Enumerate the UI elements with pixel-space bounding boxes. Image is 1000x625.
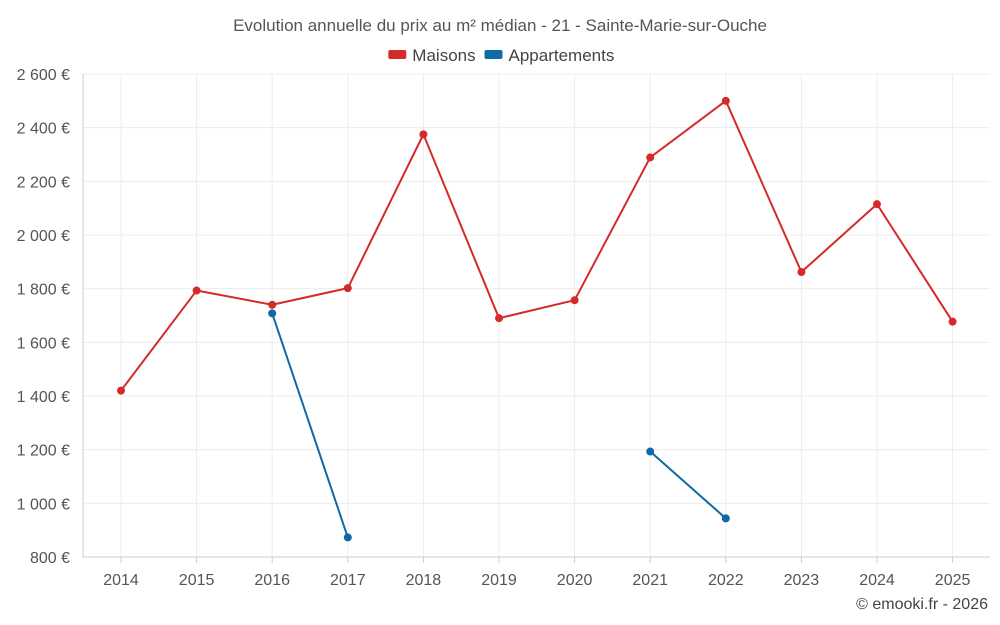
series-line-maisons — [120, 99, 954, 392]
data-point-maisons[interactable] — [495, 314, 503, 323]
legend: Maisons Appartements — [388, 46, 614, 65]
x-tick-label: 2017 — [330, 572, 366, 589]
data-point-maisons[interactable] — [873, 200, 881, 209]
series-line-appartements — [649, 450, 727, 520]
series-appartements — [268, 309, 730, 542]
legend-label-maisons: Maisons — [412, 46, 475, 65]
x-tick-label: 2023 — [784, 572, 820, 589]
series-layer — [117, 96, 957, 542]
x-tick-label: 2016 — [254, 572, 290, 589]
y-tick-label: 1 600 € — [17, 335, 70, 352]
y-tick-label: 2 000 € — [17, 228, 70, 245]
data-point-appartements[interactable] — [268, 309, 277, 318]
data-point-maisons[interactable] — [268, 300, 277, 309]
y-tick-label: 1 800 € — [17, 282, 70, 299]
data-point-appartements[interactable] — [646, 447, 655, 456]
x-tick-label: 2015 — [179, 572, 215, 589]
data-point-maisons[interactable] — [192, 286, 201, 295]
x-tick-label: 2025 — [935, 572, 971, 589]
legend-item-appartements[interactable]: Appartements — [484, 46, 615, 65]
x-tick-label: 2021 — [632, 572, 668, 589]
y-tick-label: 1 000 € — [17, 496, 70, 513]
legend-swatch-maisons — [388, 50, 407, 59]
y-tick-label: 800 € — [30, 550, 70, 567]
legend-label-appartements: Appartements — [509, 46, 615, 65]
data-point-maisons[interactable] — [721, 96, 730, 105]
data-point-maisons[interactable] — [646, 153, 655, 162]
x-tick-label: 2024 — [859, 572, 895, 589]
series-maisons — [117, 96, 957, 395]
data-point-maisons[interactable] — [343, 284, 352, 293]
legend-swatch-appartements — [484, 50, 503, 59]
gridlines — [83, 73, 990, 558]
y-tick-label: 1 400 € — [17, 389, 70, 406]
x-tick-label: 2019 — [481, 572, 517, 589]
x-tick-label: 2018 — [406, 572, 442, 589]
data-point-maisons[interactable] — [948, 317, 957, 326]
credit-text: © emooki.fr - 2026 — [856, 596, 988, 613]
data-point-appartements[interactable] — [343, 533, 352, 542]
legend-item-maisons[interactable]: Maisons — [388, 46, 476, 65]
data-point-maisons[interactable] — [797, 268, 806, 277]
data-point-appartements[interactable] — [721, 514, 730, 523]
y-tick-label: 2 600 € — [17, 67, 70, 84]
series-line-appartements — [271, 313, 349, 538]
y-tick-label: 2 400 € — [17, 121, 70, 138]
y-tick-label: 2 200 € — [17, 174, 70, 191]
x-tick-label: 2022 — [708, 572, 744, 589]
chart-title: Evolution annuelle du prix au m² médian … — [233, 16, 767, 35]
x-tick-label: 2020 — [557, 572, 593, 589]
y-tick-label: 1 200 € — [17, 443, 70, 460]
data-point-maisons[interactable] — [117, 386, 125, 395]
data-point-maisons[interactable] — [570, 296, 579, 305]
data-point-maisons[interactable] — [419, 130, 428, 139]
x-tick-label: 2014 — [103, 572, 139, 589]
axes: 800 € 1 000 € 1 200 € 1 400 € 1 600 € 1 800 €… — [17, 67, 990, 589]
